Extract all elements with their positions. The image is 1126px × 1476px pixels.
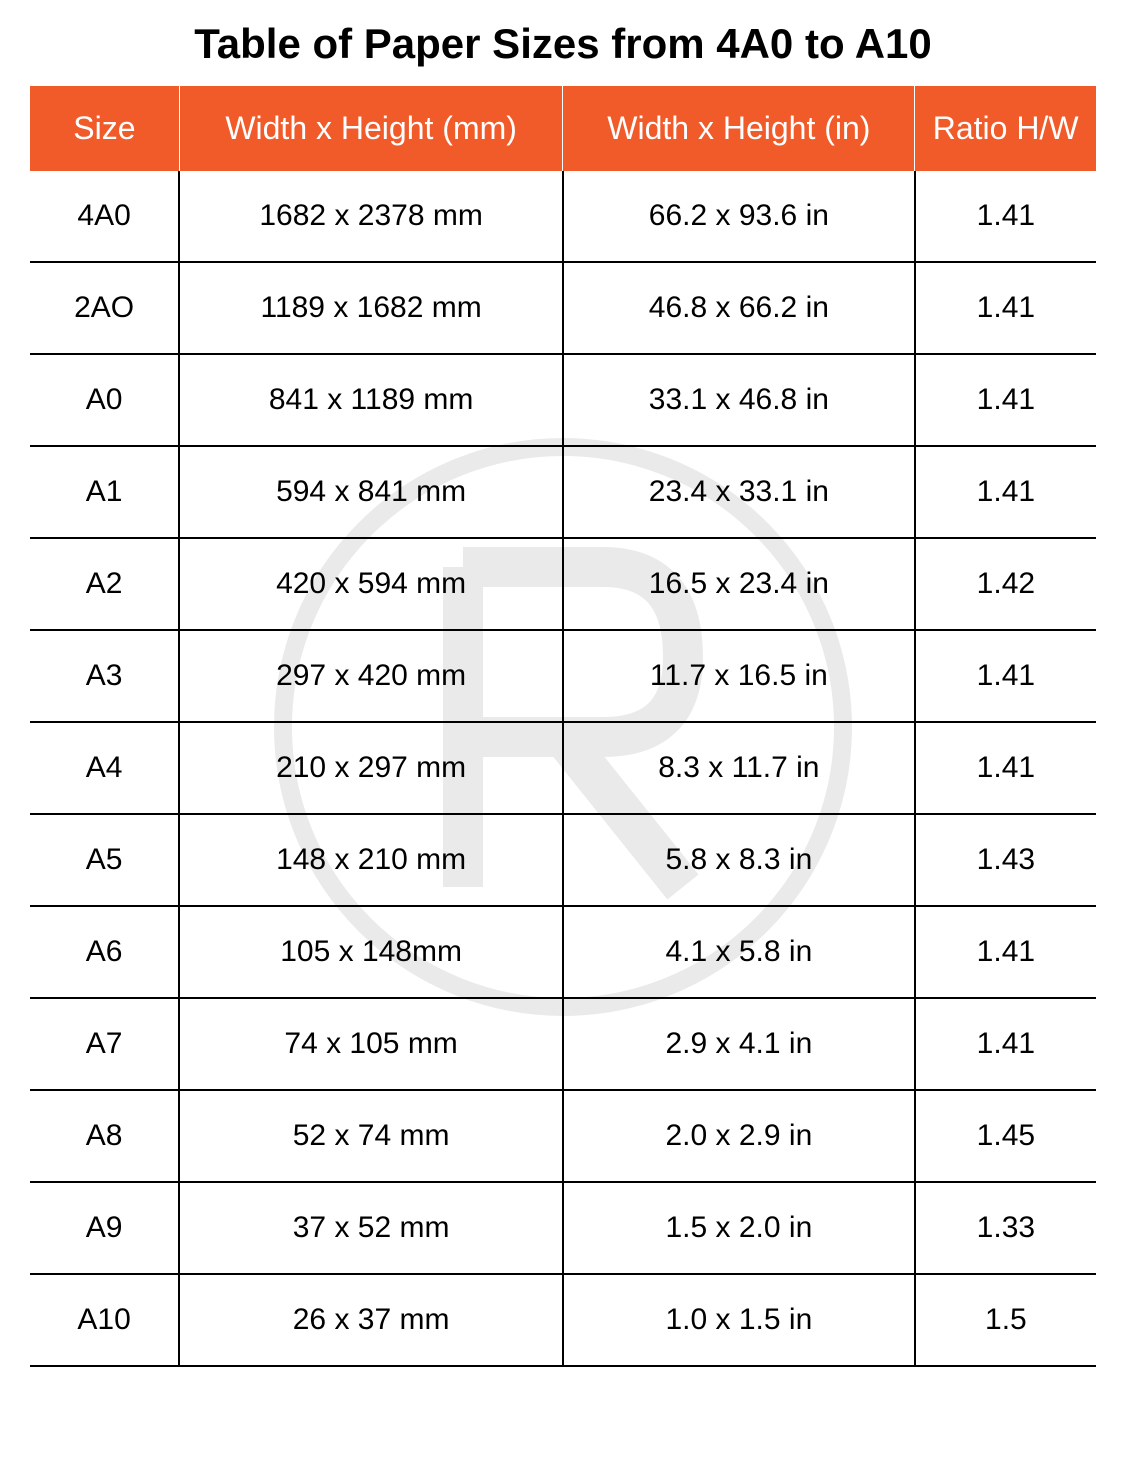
table-row: A3297 x 420 mm11.7 x 16.5 in1.41	[30, 630, 1096, 722]
table-row: A1594 x 841 mm23.4 x 33.1 in1.41	[30, 446, 1096, 538]
table-cell: 1.33	[915, 1182, 1096, 1274]
table-cell: A0	[30, 354, 179, 446]
table-cell: 1.41	[915, 722, 1096, 814]
table-cell: 1.5	[915, 1274, 1096, 1366]
table-cell: 1.41	[915, 906, 1096, 998]
table-cell: 66.2 x 93.6 in	[563, 171, 915, 262]
page-container: Table of Paper Sizes from 4A0 to A10 Siz…	[0, 0, 1126, 1407]
table-cell: A5	[30, 814, 179, 906]
table-cell: 46.8 x 66.2 in	[563, 262, 915, 354]
table-cell: A2	[30, 538, 179, 630]
table-row: A0841 x 1189 mm33.1 x 46.8 in1.41	[30, 354, 1096, 446]
table-cell: 2.0 x 2.9 in	[563, 1090, 915, 1182]
table-cell: 1682 x 2378 mm	[179, 171, 563, 262]
table-cell: 16.5 x 23.4 in	[563, 538, 915, 630]
table-cell: 1.42	[915, 538, 1096, 630]
table-cell: 1.41	[915, 630, 1096, 722]
table-cell: 2.9 x 4.1 in	[563, 998, 915, 1090]
table-cell: 841 x 1189 mm	[179, 354, 563, 446]
table-cell: 11.7 x 16.5 in	[563, 630, 915, 722]
table-cell: 33.1 x 46.8 in	[563, 354, 915, 446]
table-header: Size Width x Height (mm) Width x Height …	[30, 86, 1096, 171]
table-wrapper: Size Width x Height (mm) Width x Height …	[30, 86, 1096, 1367]
table-cell: A1	[30, 446, 179, 538]
table-cell: 4.1 x 5.8 in	[563, 906, 915, 998]
table-cell: 148 x 210 mm	[179, 814, 563, 906]
table-cell: 1.41	[915, 998, 1096, 1090]
table-row: A4210 x 297 mm8.3 x 11.7 in1.41	[30, 722, 1096, 814]
table-cell: 1.0 x 1.5 in	[563, 1274, 915, 1366]
table-cell: 297 x 420 mm	[179, 630, 563, 722]
table-cell: 5.8 x 8.3 in	[563, 814, 915, 906]
header-size: Size	[30, 86, 179, 171]
table-cell: A7	[30, 998, 179, 1090]
table-row: A774 x 105 mm2.9 x 4.1 in1.41	[30, 998, 1096, 1090]
table-header-row: Size Width x Height (mm) Width x Height …	[30, 86, 1096, 171]
table-row: A852 x 74 mm2.0 x 2.9 in1.45	[30, 1090, 1096, 1182]
table-cell: A9	[30, 1182, 179, 1274]
table-cell: 1.41	[915, 354, 1096, 446]
table-cell: A4	[30, 722, 179, 814]
header-ratio: Ratio H/W	[915, 86, 1096, 171]
table-cell: 1189 x 1682 mm	[179, 262, 563, 354]
table-cell: 1.45	[915, 1090, 1096, 1182]
table-body: 4A01682 x 2378 mm66.2 x 93.6 in1.412AO11…	[30, 171, 1096, 1366]
table-cell: 37 x 52 mm	[179, 1182, 563, 1274]
table-row: A937 x 52 mm1.5 x 2.0 in1.33	[30, 1182, 1096, 1274]
table-cell: A8	[30, 1090, 179, 1182]
table-cell: 8.3 x 11.7 in	[563, 722, 915, 814]
table-row: A1026 x 37 mm1.0 x 1.5 in1.5	[30, 1274, 1096, 1366]
table-cell: A6	[30, 906, 179, 998]
header-in: Width x Height (in)	[563, 86, 915, 171]
header-mm: Width x Height (mm)	[179, 86, 563, 171]
table-cell: A3	[30, 630, 179, 722]
table-cell: 594 x 841 mm	[179, 446, 563, 538]
table-cell: 1.41	[915, 262, 1096, 354]
table-cell: 1.5 x 2.0 in	[563, 1182, 915, 1274]
table-row: A2420 x 594 mm16.5 x 23.4 in1.42	[30, 538, 1096, 630]
table-cell: 2AO	[30, 262, 179, 354]
table-cell: A10	[30, 1274, 179, 1366]
table-row: A6105 x 148mm4.1 x 5.8 in1.41	[30, 906, 1096, 998]
table-cell: 74 x 105 mm	[179, 998, 563, 1090]
paper-sizes-table: Size Width x Height (mm) Width x Height …	[30, 86, 1096, 1367]
table-cell: 52 x 74 mm	[179, 1090, 563, 1182]
table-cell: 23.4 x 33.1 in	[563, 446, 915, 538]
table-cell: 4A0	[30, 171, 179, 262]
table-row: 4A01682 x 2378 mm66.2 x 93.6 in1.41	[30, 171, 1096, 262]
table-cell: 26 x 37 mm	[179, 1274, 563, 1366]
table-row: A5148 x 210 mm5.8 x 8.3 in1.43	[30, 814, 1096, 906]
page-title: Table of Paper Sizes from 4A0 to A10	[30, 20, 1096, 68]
table-row: 2AO1189 x 1682 mm46.8 x 66.2 in1.41	[30, 262, 1096, 354]
table-cell: 1.41	[915, 171, 1096, 262]
table-cell: 210 x 297 mm	[179, 722, 563, 814]
table-cell: 1.43	[915, 814, 1096, 906]
table-cell: 420 x 594 mm	[179, 538, 563, 630]
table-cell: 1.41	[915, 446, 1096, 538]
table-cell: 105 x 148mm	[179, 906, 563, 998]
